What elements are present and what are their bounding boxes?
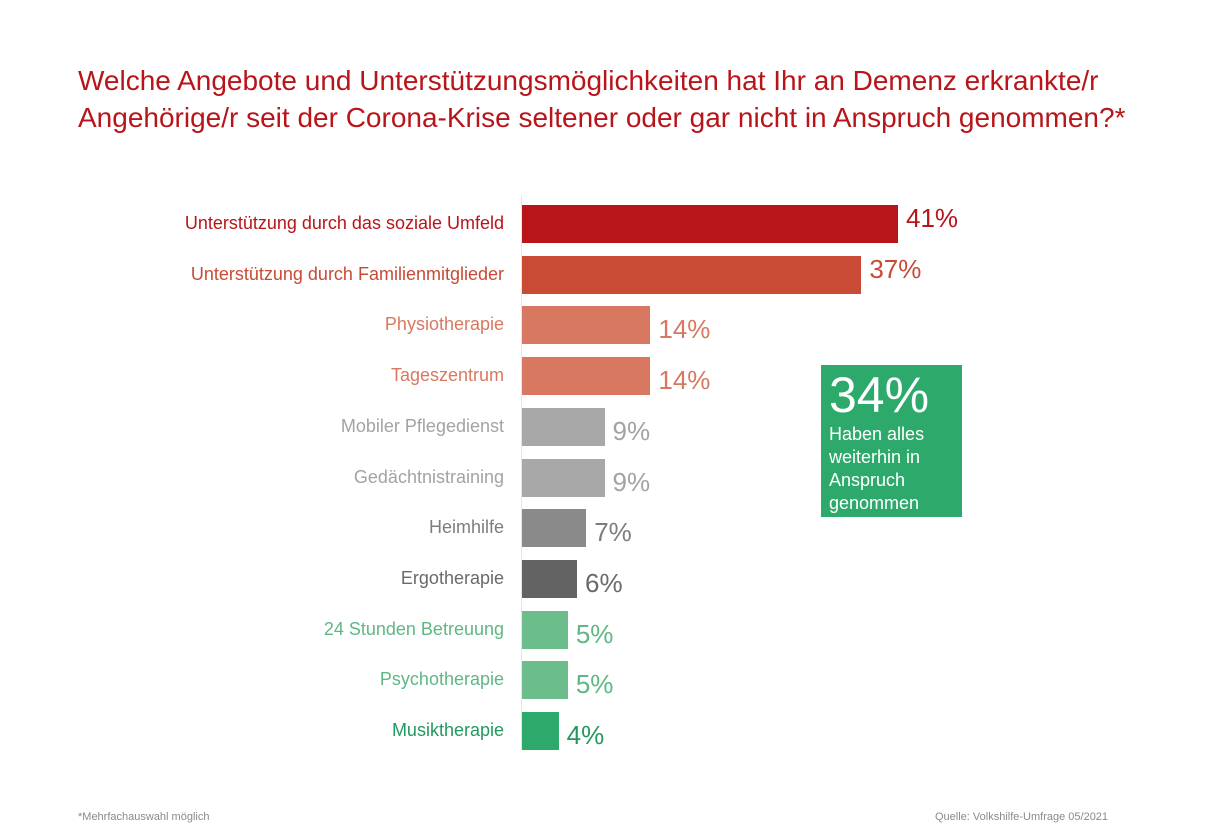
- bar: [522, 205, 898, 243]
- value-label: 4%: [566, 720, 605, 750]
- bar: [522, 407, 605, 446]
- y-axis-line: [521, 196, 522, 750]
- category-label: Unterstützung durch Familienmitglieder: [190, 263, 504, 284]
- value-label: 7%: [594, 517, 632, 548]
- bar: [522, 509, 587, 548]
- value-label: 41%: [906, 203, 959, 233]
- category-label: Ergotherapie: [400, 567, 504, 588]
- category-label: Unterstützung durch das soziale Umfeld: [184, 213, 504, 233]
- category-label: Gedächtnistraining: [353, 466, 504, 487]
- value-label: 6%: [585, 567, 623, 598]
- bar: [522, 712, 559, 750]
- footnote: *Mehrfachauswahl möglich: [78, 811, 210, 823]
- bar: [522, 559, 578, 598]
- value-label: 9%: [612, 415, 651, 446]
- category-label: Mobiler Pflegedienst: [340, 415, 504, 436]
- category-label: Physiotherapie: [384, 314, 504, 335]
- value-label: 14%: [658, 314, 711, 345]
- callout-value: 34%: [829, 367, 930, 423]
- category-label: Psychotherapie: [379, 669, 504, 690]
- value-label: 37%: [869, 253, 922, 284]
- bar: [522, 458, 605, 497]
- category-label: 24 Stunden Betreuung: [323, 618, 504, 639]
- bar: [522, 255, 862, 294]
- bar: [522, 661, 568, 700]
- bar: [522, 357, 651, 396]
- value-label: 9%: [612, 466, 651, 497]
- category-label: Heimhilfe: [428, 517, 504, 538]
- bar: [522, 610, 568, 649]
- value-label: 14%: [658, 365, 711, 396]
- source-note: Quelle: Volkshilfe-Umfrage 05/2021: [935, 811, 1109, 823]
- value-label: 5%: [575, 669, 614, 700]
- chart-title: Welche Angebote und Unterstützungsmöglic…: [78, 65, 1126, 133]
- category-label: Tageszentrum: [390, 365, 504, 386]
- bar: [522, 306, 651, 345]
- category-label: Musiktherapie: [391, 720, 504, 740]
- callout-text: Haben alles weiterhin in Anspruch genomm…: [829, 424, 925, 513]
- value-label: 5%: [575, 618, 614, 649]
- callout-box: 34% Haben alles weiterhin in Anspruch ge…: [821, 365, 962, 517]
